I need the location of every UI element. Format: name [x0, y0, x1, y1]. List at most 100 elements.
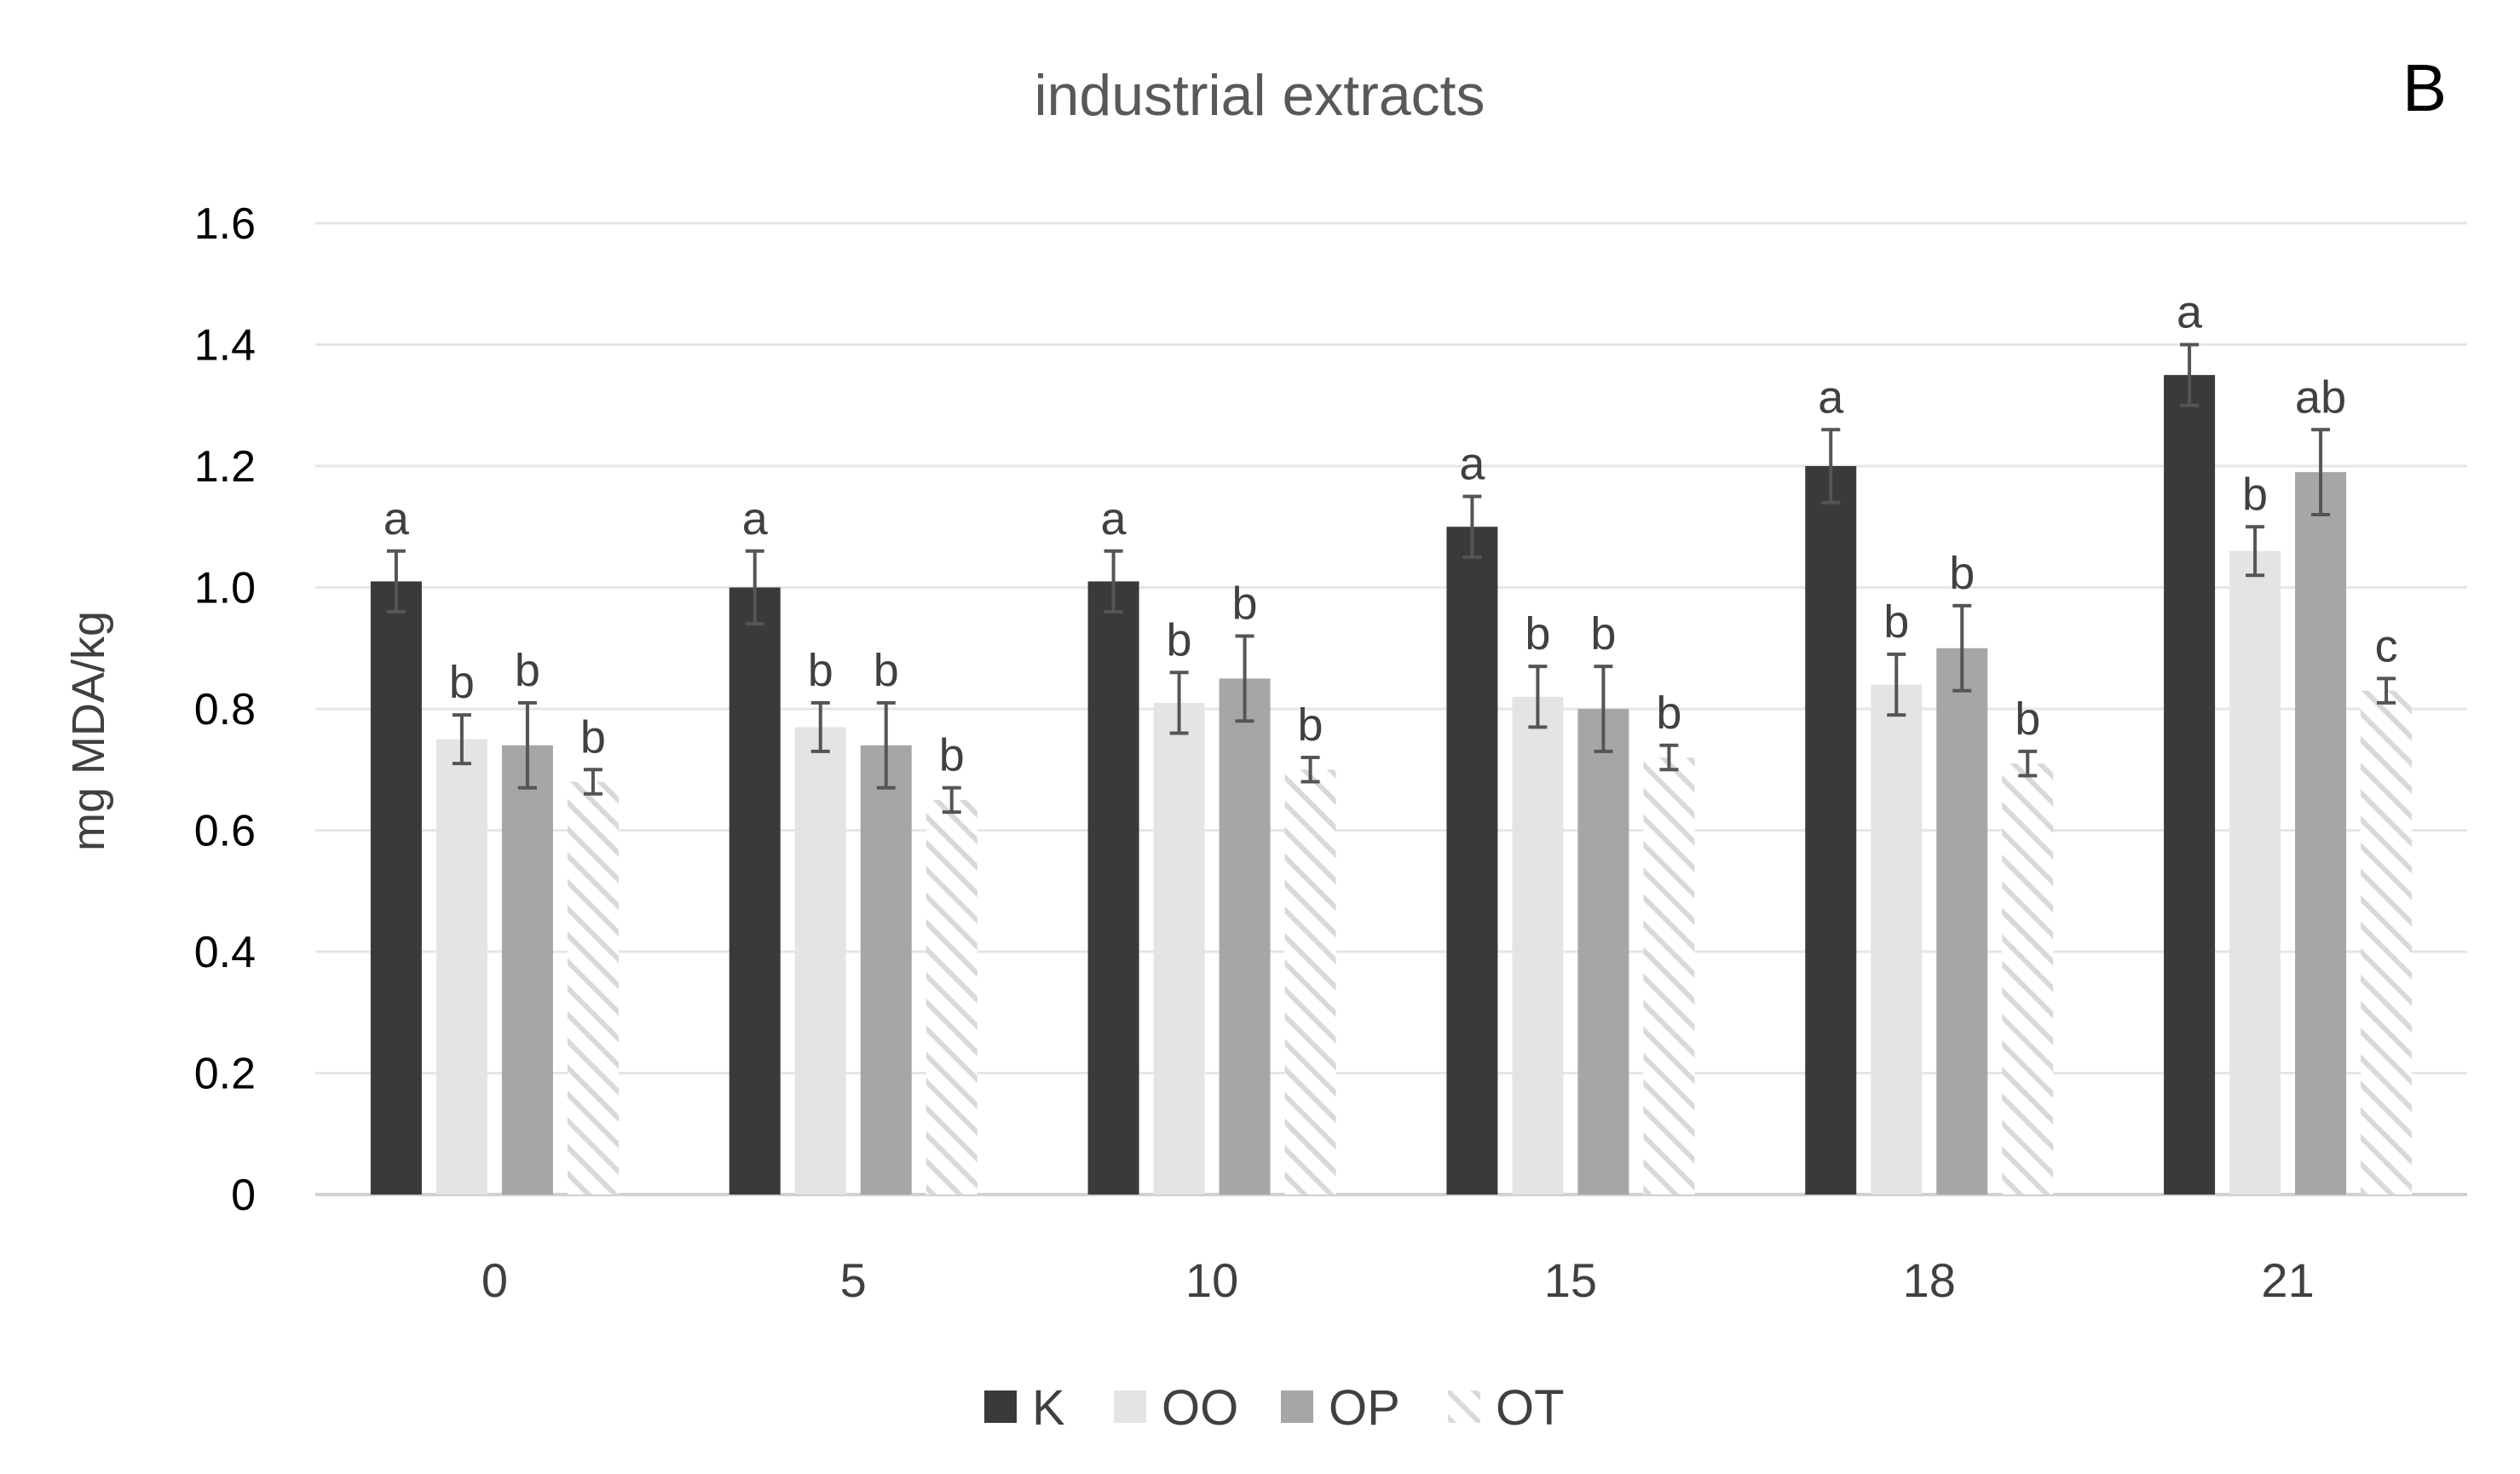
- significance-label: b: [874, 645, 899, 696]
- significance-label: a: [1818, 371, 1844, 423]
- legend: K OO OP OT: [984, 1380, 1565, 1436]
- legend-label: OO: [1162, 1380, 1238, 1436]
- y-tick-label: 0.6: [194, 807, 256, 856]
- bar-ot: [2361, 690, 2413, 1195]
- significance-label: b: [1525, 608, 1550, 659]
- significance-label: b: [1167, 614, 1192, 665]
- bar-ot: [926, 799, 977, 1195]
- y-tick-label: 0.4: [194, 928, 256, 977]
- gridlines: [315, 222, 2467, 1196]
- bar-k: [1446, 527, 1498, 1195]
- bar-op: [2295, 472, 2347, 1195]
- bar-op: [1936, 648, 1988, 1195]
- significance-label: a: [383, 493, 410, 544]
- error-bar: [942, 786, 961, 815]
- error-bar: [876, 700, 896, 790]
- bar-oo: [435, 739, 487, 1195]
- error-bar: [1462, 494, 1482, 559]
- significance-label: b: [1590, 608, 1616, 659]
- bar-ot: [567, 781, 619, 1195]
- significance-label: a: [2177, 287, 2203, 338]
- error-bar: [1952, 603, 1972, 693]
- y-tick-label: 1.6: [194, 199, 256, 249]
- significance-label: b: [1949, 548, 1975, 599]
- significance-label: a: [1459, 439, 1485, 490]
- legend-swatch-ot: [1448, 1391, 1480, 1423]
- x-tick-label: 15: [1544, 1253, 1597, 1307]
- error-bar: [1594, 665, 1613, 753]
- error-bar: [1528, 665, 1548, 729]
- error-bar: [517, 700, 537, 790]
- significance-label: c: [2375, 620, 2398, 671]
- y-tick-label: 1.2: [194, 442, 256, 492]
- bar-op: [860, 745, 912, 1195]
- x-tick-label: 5: [840, 1253, 867, 1307]
- x-axis-ticks: 0 5 10 15 18 21: [482, 1253, 2315, 1307]
- bar-oo: [1871, 684, 1923, 1195]
- significance-label: b: [1656, 688, 1681, 739]
- error-bar: [810, 700, 830, 753]
- bar-op: [501, 745, 553, 1195]
- y-tick-label: 1.0: [194, 564, 256, 613]
- legend-label: OT: [1496, 1380, 1565, 1436]
- error-bar: [1659, 743, 1679, 772]
- bar-op: [1219, 678, 1271, 1195]
- error-bar: [2246, 525, 2265, 578]
- error-bar: [583, 768, 603, 796]
- significance-label: b: [2242, 469, 2268, 520]
- bar-ot: [1284, 769, 1336, 1195]
- x-tick-label: 10: [1185, 1253, 1238, 1307]
- error-bar: [745, 549, 764, 626]
- bar-ot: [1643, 757, 1695, 1195]
- bar-oo: [794, 727, 846, 1195]
- bar-k: [2164, 375, 2216, 1195]
- significance-label: b: [939, 730, 965, 781]
- error-bar: [452, 713, 471, 766]
- significance-label: b: [515, 645, 540, 696]
- y-tick-label: 0.2: [194, 1050, 256, 1099]
- bar-op: [1577, 709, 1629, 1195]
- bar-oo: [2229, 550, 2281, 1195]
- error-bar: [1169, 671, 1189, 735]
- error-bar: [2180, 343, 2200, 407]
- error-bar: [1300, 756, 1320, 784]
- error-bar: [1887, 652, 1906, 717]
- bar-k: [370, 581, 422, 1195]
- y-axis-ticks: 0 0.2 0.4 0.6 0.8 1.0 1.2 1.4 1.6: [194, 199, 256, 1220]
- legend-label: K: [1032, 1380, 1065, 1436]
- bar-k: [1805, 466, 1857, 1195]
- significance-label: b: [449, 657, 475, 708]
- significance-label: a: [742, 493, 769, 544]
- bar-oo: [1512, 696, 1564, 1195]
- error-bar: [386, 549, 406, 613]
- legend-swatch-k: [984, 1391, 1017, 1423]
- significance-label: b: [1883, 596, 1909, 648]
- x-tick-label: 0: [482, 1253, 508, 1307]
- legend-swatch-oo: [1114, 1391, 1146, 1423]
- chart-title: industrial extracts: [1034, 63, 1485, 128]
- y-tick-label: 0: [231, 1171, 256, 1220]
- error-bar: [2018, 749, 2038, 778]
- y-tick-label: 1.4: [194, 321, 256, 371]
- panel-label: B: [2402, 50, 2447, 125]
- legend-label: OP: [1329, 1380, 1400, 1436]
- error-bar: [1104, 549, 1123, 613]
- error-bar: [1821, 428, 1841, 504]
- bar-oo: [1153, 702, 1205, 1195]
- significance-label: b: [1298, 700, 1323, 751]
- significance-label: a: [1101, 493, 1127, 544]
- significance-label: b: [2015, 694, 2040, 745]
- error-bar: [2377, 677, 2396, 705]
- significance-label: ab: [2295, 371, 2346, 423]
- x-tick-label: 18: [1903, 1253, 1956, 1307]
- significance-label: b: [808, 645, 833, 696]
- error-bar: [1235, 634, 1254, 723]
- y-tick-label: 0.8: [194, 685, 256, 734]
- bar-k: [1087, 581, 1139, 1195]
- legend-swatch-op: [1281, 1391, 1313, 1423]
- bar-k: [729, 587, 781, 1195]
- x-tick-label: 21: [2261, 1253, 2314, 1307]
